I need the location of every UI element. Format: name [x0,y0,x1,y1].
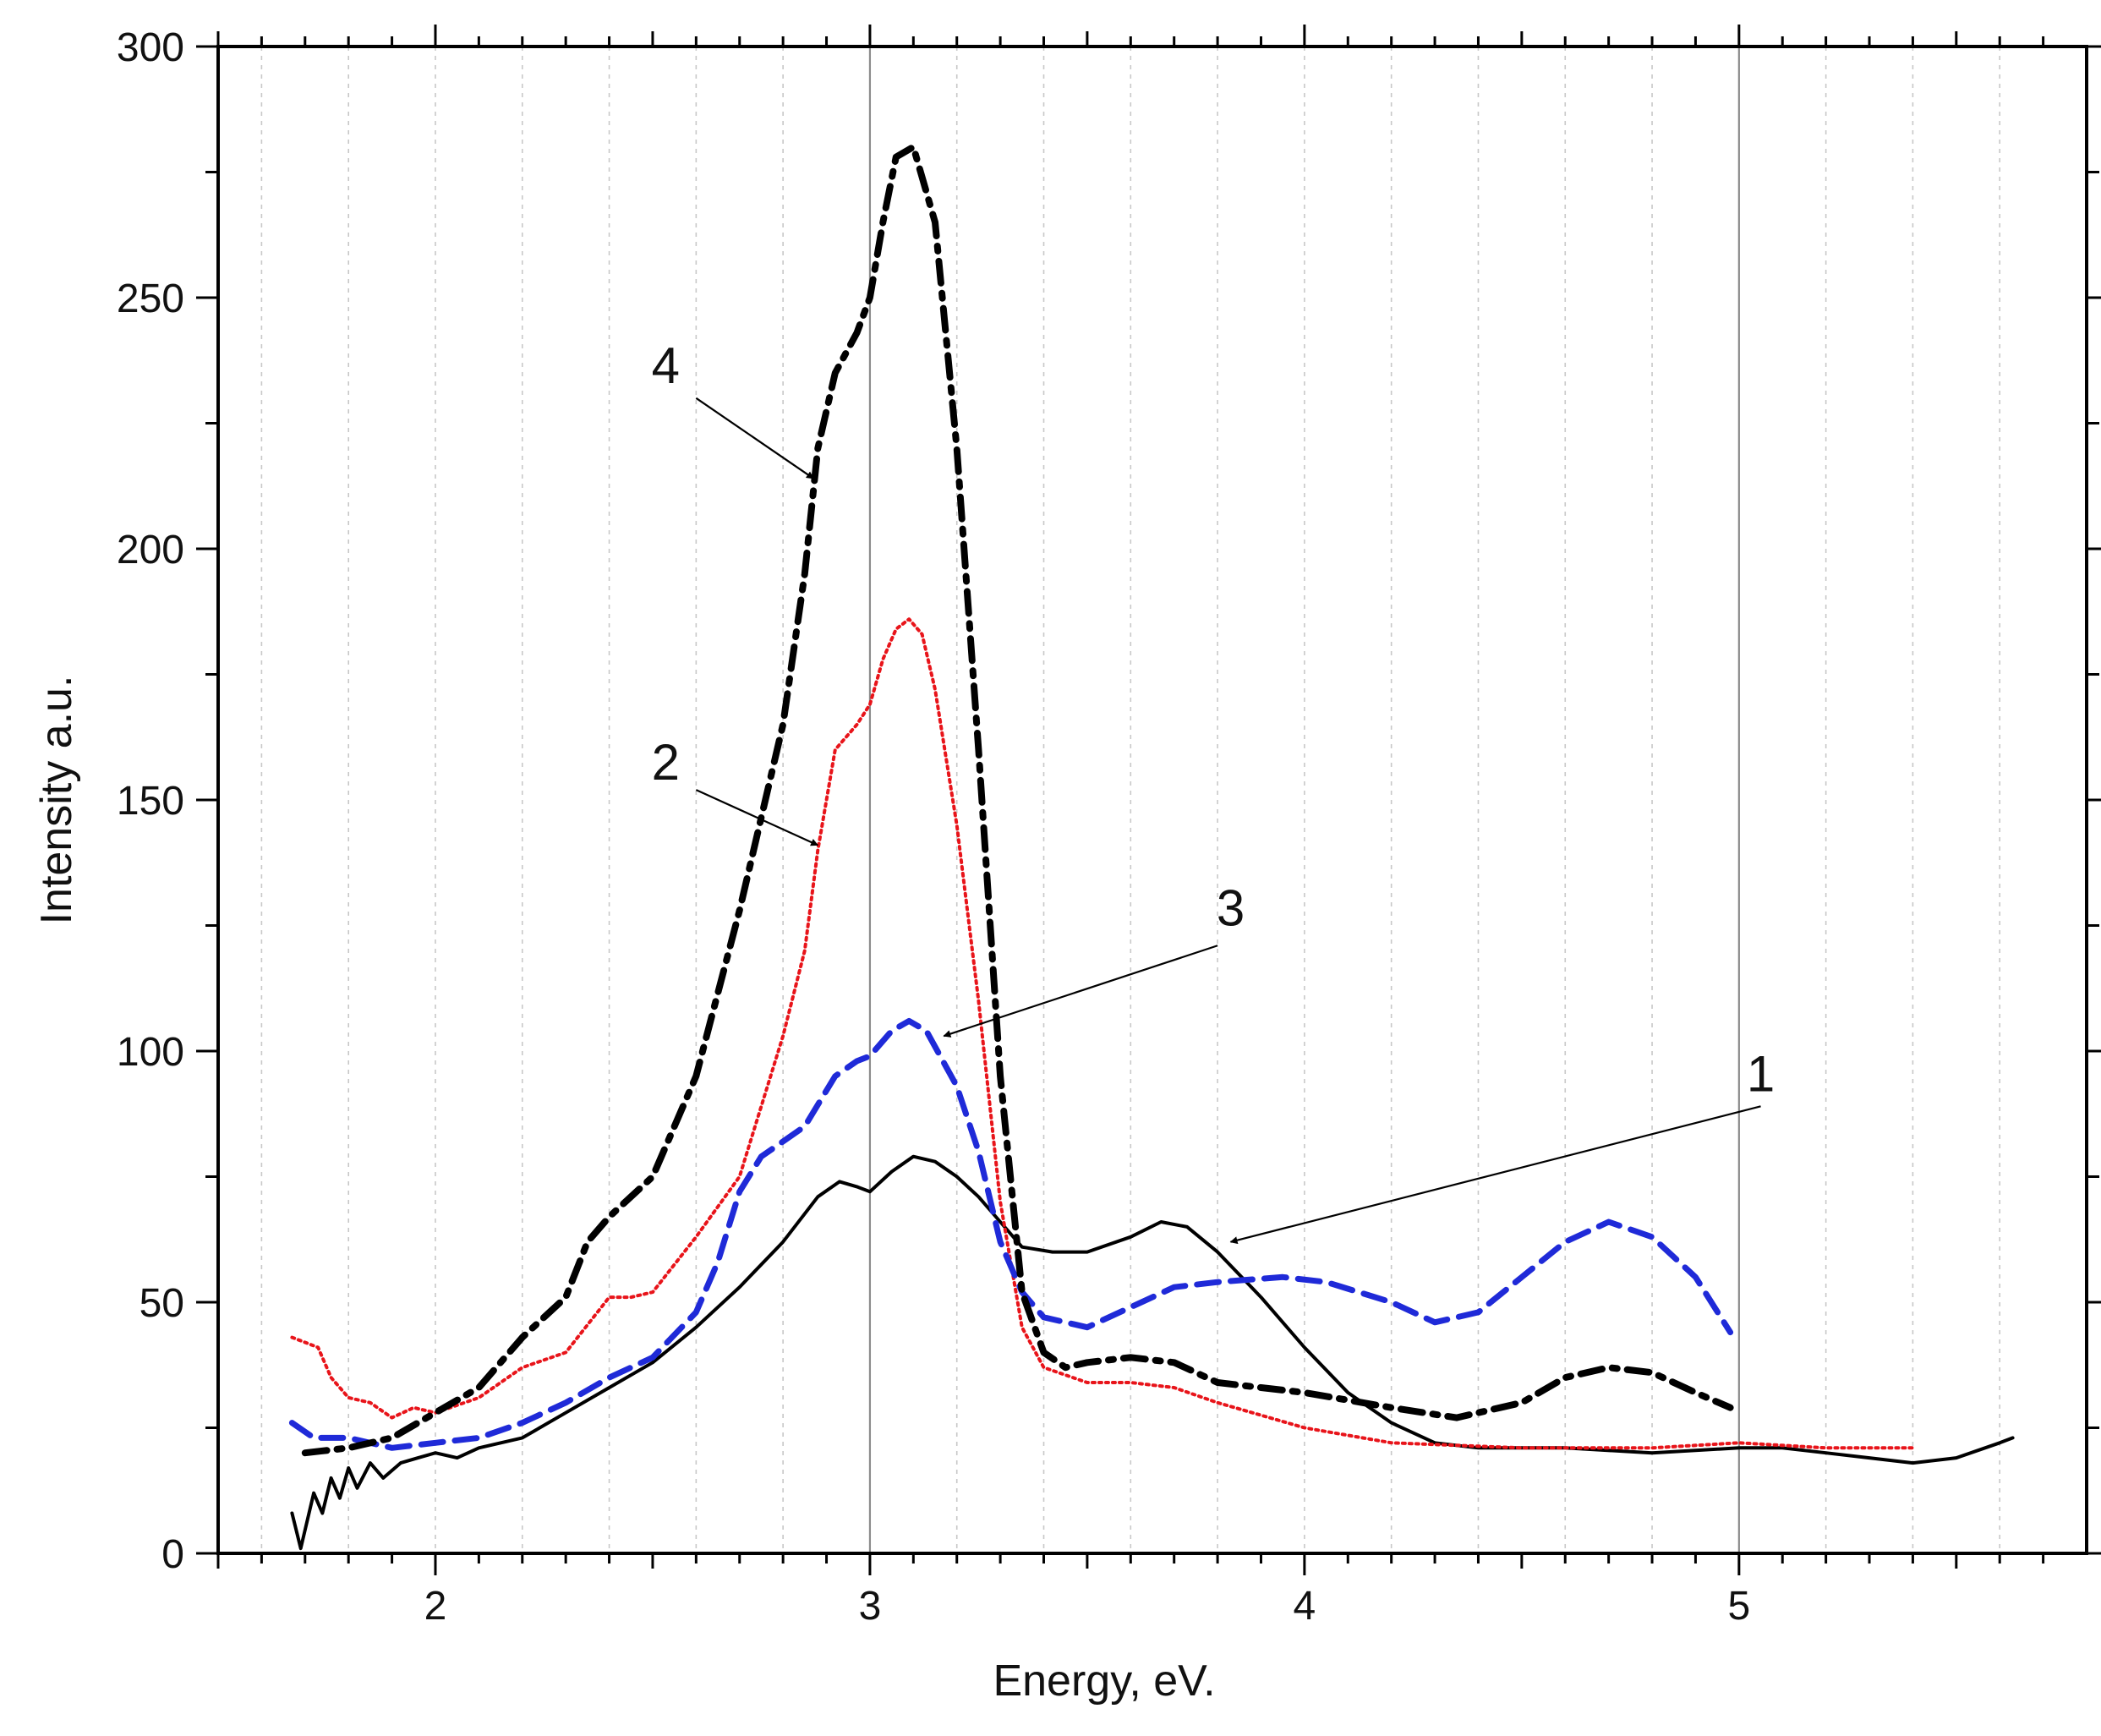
annotation-arrow-2 [695,789,819,846]
annotation-arrow-1 [1229,1105,1761,1245]
annotation-arrow-4 [695,397,814,479]
x-tick-label: 2 [424,1584,447,1629]
x-axis-ticks: 2 3 4 5 [216,25,2045,1629]
annotation-label-1: 1 [1747,1046,1775,1103]
annotation-arrow-3 [943,945,1218,1038]
gridlines [260,47,2001,1553]
y-tick-label: 300 [117,25,184,70]
y-tick-label: 150 [117,779,184,824]
y-tick-label: 100 [117,1030,184,1075]
series-4-line [301,143,1734,1457]
annotations: 1 2 3 4 [652,337,1775,1245]
series-layer [288,143,2015,1551]
y-tick-label: 50 [140,1281,184,1326]
y-axis-label: Intensity a.u. [32,676,81,925]
x-tick-label: 3 [859,1584,882,1629]
annotation-label-3: 3 [1217,880,1245,937]
x-tick-label: 4 [1294,1584,1316,1629]
plot-background [218,47,2087,1553]
y-tick-label: 250 [117,277,184,321]
series-3-line [288,1017,1734,1451]
series-2-line [290,617,1915,1450]
y-tick-label: 0 [161,1532,184,1577]
y-axis-ticks: 0 50 100 150 200 250 300 [117,25,2101,1577]
y-tick-label: 200 [117,528,184,572]
x-tick-label: 5 [1727,1584,1750,1629]
annotation-label-4: 4 [652,337,680,394]
annotation-label-2: 2 [652,734,680,791]
x-axis-label: Energy, eV. [993,1657,1215,1706]
